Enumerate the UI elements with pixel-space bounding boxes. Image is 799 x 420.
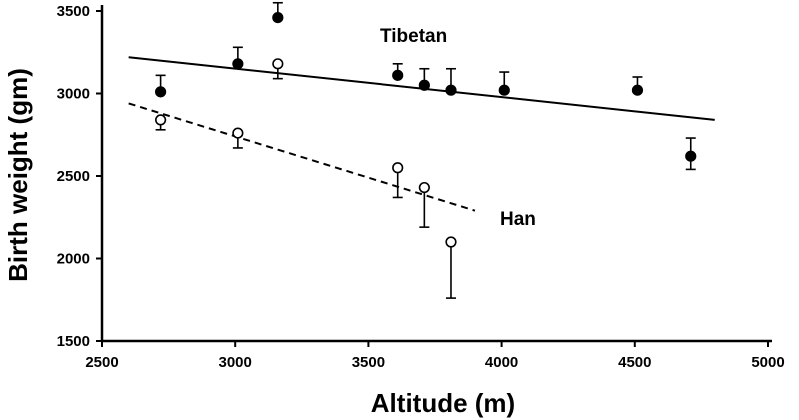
data-points xyxy=(155,12,697,248)
data-point-tibetan xyxy=(498,84,510,96)
axes: 2500 3000 3500 4000 4500 5000 1500 2000 2500 3000… xyxy=(57,3,785,371)
data-point-tibetan xyxy=(685,150,697,162)
x-axis-title: Altitude (m) xyxy=(371,388,515,418)
error-bars xyxy=(155,1,696,299)
series-label-han: Han xyxy=(500,209,536,230)
data-point-tibetan xyxy=(392,69,404,81)
x-tick-label: 2500 xyxy=(85,354,118,371)
data-point-tibetan xyxy=(272,12,284,24)
x-tick-label: 3500 xyxy=(352,354,385,371)
series-label-tibetan: Tibetan xyxy=(380,26,447,47)
y-tick-label: 1500 xyxy=(57,333,90,350)
data-point-tibetan xyxy=(445,84,457,96)
y-tick-label: 2500 xyxy=(57,168,90,185)
y-tick-label: 2000 xyxy=(57,251,90,268)
y-axis-title: Birth weight (gm) xyxy=(3,68,33,282)
x-tick-label: 4500 xyxy=(618,354,651,371)
data-point-tibetan xyxy=(232,58,244,70)
data-point-han xyxy=(232,127,244,139)
data-point-han xyxy=(392,162,404,174)
data-point-han xyxy=(418,181,430,194)
data-point-han xyxy=(155,114,167,126)
data-point-tibetan xyxy=(631,84,644,96)
x-tick-label: 4000 xyxy=(485,354,518,371)
data-point-tibetan xyxy=(418,79,430,91)
x-tick-label: 5000 xyxy=(751,354,784,371)
data-point-tibetan xyxy=(155,86,167,98)
data-point-han xyxy=(445,236,457,248)
labels: Tibetan Han Altitude (m) Birth weight (g… xyxy=(3,26,536,418)
trend-line-han xyxy=(128,102,476,212)
y-tick-label: 3000 xyxy=(57,86,90,103)
data-point-han xyxy=(272,58,284,70)
y-tick-label: 3500 xyxy=(57,3,90,20)
x-tick-label: 3000 xyxy=(219,354,252,371)
